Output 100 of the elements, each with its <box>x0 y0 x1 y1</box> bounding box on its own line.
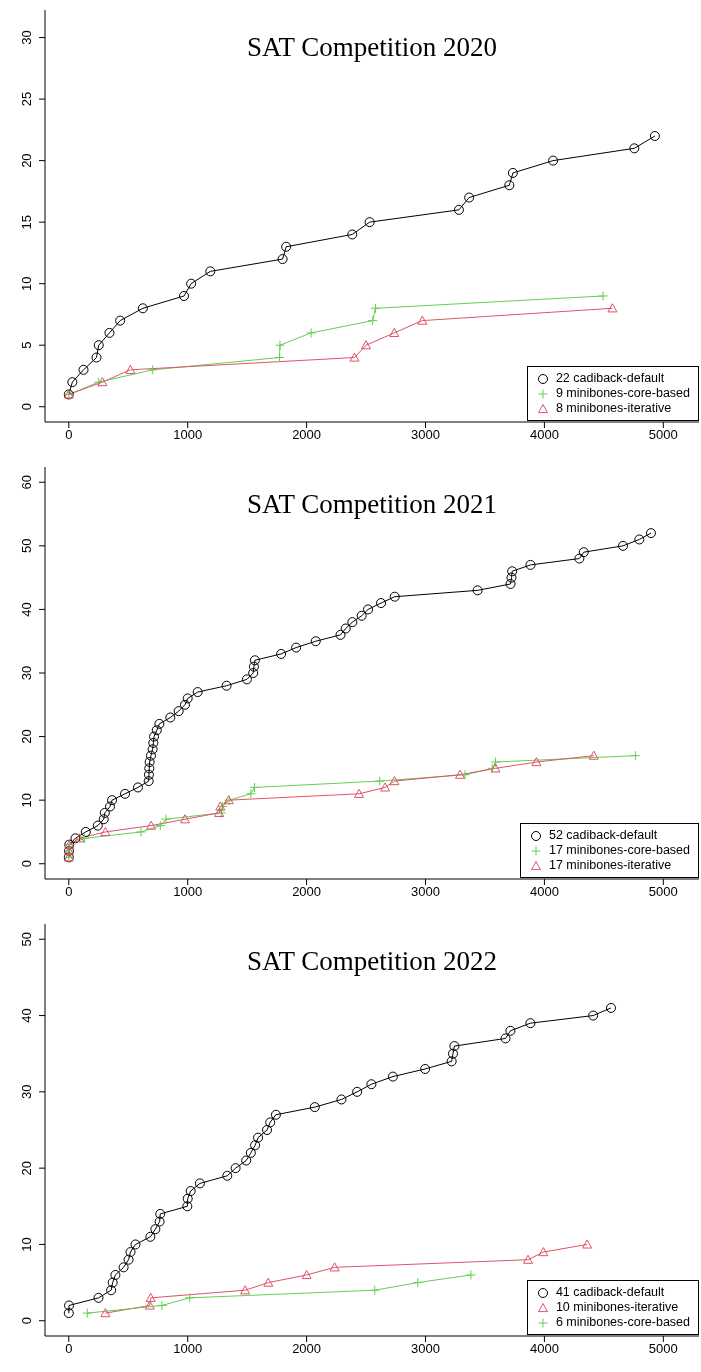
point <box>634 534 645 545</box>
point <box>149 731 160 742</box>
point <box>93 1292 104 1303</box>
y-tick-label: 30 <box>19 665 34 681</box>
point <box>125 364 136 374</box>
point <box>155 820 166 831</box>
point <box>387 1071 398 1082</box>
y-tick-label: 0 <box>19 1317 34 1325</box>
point <box>354 788 365 798</box>
point <box>588 1010 599 1021</box>
point <box>123 1254 134 1265</box>
point <box>194 1178 205 1189</box>
point <box>505 578 516 589</box>
y-tick-label: 5 <box>19 341 34 349</box>
point <box>262 1125 272 1135</box>
point <box>574 553 585 564</box>
point <box>367 315 378 326</box>
point <box>598 290 609 301</box>
y-tick-label: 0 <box>19 860 34 868</box>
point <box>165 712 176 723</box>
point <box>578 547 589 558</box>
point <box>99 807 110 818</box>
y-tick-label: 10 <box>19 792 34 808</box>
x-tick-label: 2000 <box>292 427 322 443</box>
point <box>472 585 483 596</box>
point <box>361 340 372 350</box>
point <box>160 814 171 825</box>
point <box>412 1277 423 1288</box>
x-tick-label: 4000 <box>529 427 559 443</box>
x-tick-label: 2000 <box>292 1341 322 1357</box>
x-tick-label: 1000 <box>173 427 203 443</box>
point <box>145 1231 156 1242</box>
point <box>241 1155 252 1166</box>
point <box>363 604 374 615</box>
point <box>531 757 542 767</box>
point <box>107 1277 118 1288</box>
point <box>249 655 260 666</box>
point <box>291 642 302 653</box>
y-tick-label: 25 <box>19 91 34 107</box>
point <box>420 1063 431 1074</box>
point <box>184 1292 195 1303</box>
point <box>389 776 400 786</box>
point <box>146 820 157 830</box>
legend-label: 41 cadiback-default <box>555 1285 665 1300</box>
point <box>454 769 465 779</box>
point <box>136 826 147 837</box>
point <box>504 180 515 191</box>
point <box>93 340 104 351</box>
point <box>241 674 252 685</box>
point <box>548 155 559 166</box>
point <box>459 769 470 780</box>
point <box>347 229 358 240</box>
x-tick-label: 3000 <box>411 884 440 900</box>
point <box>417 315 428 325</box>
point <box>221 680 232 691</box>
y-tick-label: 60 <box>19 475 34 490</box>
point <box>82 1308 93 1319</box>
point <box>70 833 81 844</box>
point <box>115 315 126 326</box>
point <box>645 528 656 539</box>
point <box>107 795 118 806</box>
point <box>309 1102 320 1113</box>
point <box>366 1079 377 1090</box>
point <box>389 327 400 338</box>
point <box>125 1247 136 1258</box>
point <box>154 718 165 729</box>
point <box>186 278 197 289</box>
point <box>380 782 391 792</box>
x-tick-label: 0 <box>65 884 73 900</box>
x-tick-label: 5000 <box>648 427 678 443</box>
y-tick-label: 50 <box>19 932 34 947</box>
point <box>270 1109 281 1120</box>
legend-label: 6 minibones-core-based <box>555 1315 690 1330</box>
point <box>629 143 640 154</box>
point <box>148 737 159 748</box>
point <box>137 303 148 314</box>
point <box>525 559 536 570</box>
point <box>649 131 660 142</box>
point <box>173 706 184 717</box>
point <box>74 833 85 843</box>
point <box>179 290 190 301</box>
point <box>281 241 292 252</box>
legend-label: 22 cadiback-default <box>555 371 665 386</box>
point <box>265 1117 276 1128</box>
point <box>582 1239 593 1249</box>
point <box>105 801 116 812</box>
point <box>607 303 618 313</box>
legend-label: 10 minibones-iterative <box>555 1300 679 1315</box>
x-tick-label: 1000 <box>173 1341 203 1357</box>
point <box>248 668 259 678</box>
point <box>453 204 464 215</box>
x-tick-label: 1000 <box>173 884 203 900</box>
y-tick-label: 20 <box>19 153 34 168</box>
x-tick-label: 5000 <box>648 884 678 900</box>
point <box>465 1269 476 1280</box>
point <box>155 1208 166 1219</box>
y-tick-label: 20 <box>19 729 34 744</box>
point <box>507 566 518 577</box>
y-tick-label: 10 <box>19 1237 34 1252</box>
point <box>92 820 103 831</box>
